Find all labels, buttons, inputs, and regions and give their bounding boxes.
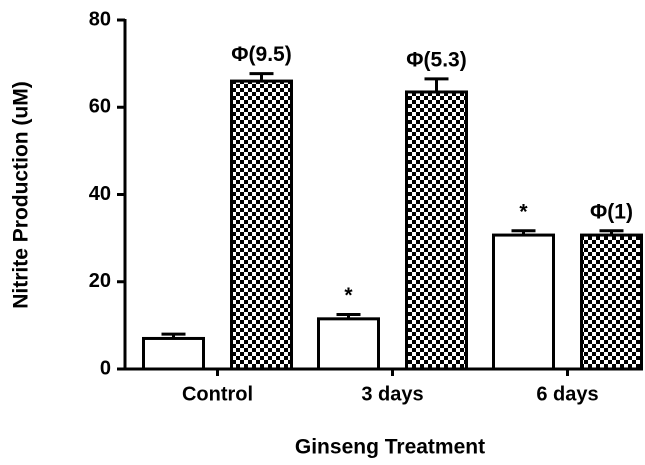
bar-annotation: * <box>344 284 353 307</box>
bar <box>317 317 380 371</box>
y-tick-label: 40 <box>89 183 111 205</box>
bar <box>405 90 468 371</box>
bar-annotation: Φ(9.5) <box>231 43 291 66</box>
y-tick-label: 0 <box>100 357 111 379</box>
bar-annotation: * <box>519 200 528 223</box>
bar-annotation: Φ(5.3) <box>406 48 466 71</box>
x-axis-title: Ginseng Treatment <box>295 436 485 459</box>
bar <box>492 233 555 371</box>
bar <box>230 79 293 371</box>
y-axis-title: Nitrite Production (uM) <box>10 81 33 308</box>
bar <box>580 233 643 371</box>
x-tick-label: 6 days <box>536 383 598 405</box>
x-tick-label: 3 days <box>361 383 423 405</box>
error-bar <box>424 77 449 92</box>
x-tick-label: Control <box>182 383 253 405</box>
y-tick-label: 20 <box>89 270 111 292</box>
bar <box>142 336 205 371</box>
bar-annotation: Φ(1) <box>590 200 633 223</box>
y-tick-label: 60 <box>89 96 111 118</box>
y-tick-label: 80 <box>89 8 111 30</box>
